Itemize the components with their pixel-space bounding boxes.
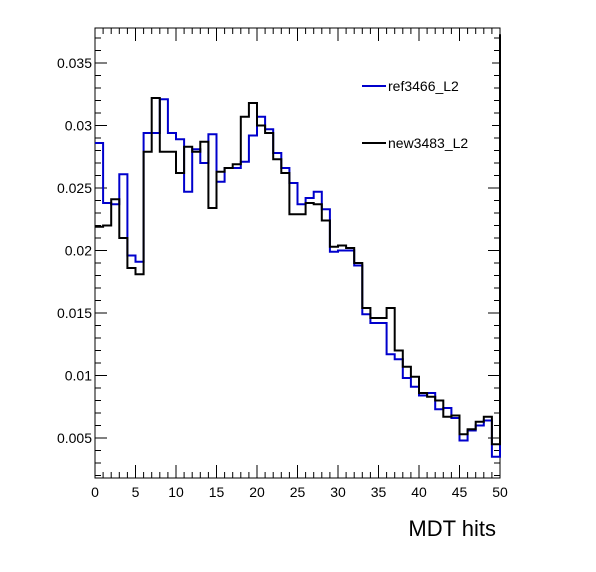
series-layer xyxy=(95,34,501,458)
x-tick-label: 0 xyxy=(91,484,99,500)
legend-label-ref: ref3466_L2 xyxy=(388,78,459,94)
x-tick-label: 5 xyxy=(132,484,140,500)
x-axis-title: MDT hits xyxy=(408,516,496,541)
legend: ref3466_L2 new3483_L2 xyxy=(356,60,492,168)
y-tick-label: 0.035 xyxy=(57,55,92,71)
tick-labels: 0 5 10 15 20 25 30 35 40 45 50 0.005 0.01 0.015 0.02 0.… xyxy=(57,55,508,500)
legend-box xyxy=(356,60,492,168)
x-tick-label: 45 xyxy=(452,484,468,500)
y-tick-label: 0.01 xyxy=(65,368,92,384)
y-tick-label: 0.03 xyxy=(65,118,92,134)
x-tick-label: 25 xyxy=(290,484,306,500)
series-line-ref xyxy=(95,49,501,458)
x-tick-label: 20 xyxy=(249,484,265,500)
x-tick-label: 35 xyxy=(371,484,387,500)
y-tick-label: 0.02 xyxy=(65,243,92,259)
y-tick-label: 0.005 xyxy=(57,430,92,446)
y-tick-label: 0.015 xyxy=(57,305,92,321)
series-line-new xyxy=(95,34,501,446)
x-tick-label: 15 xyxy=(209,484,225,500)
x-tick-label: 40 xyxy=(411,484,427,500)
legend-label-new: new3483_L2 xyxy=(388,135,468,151)
x-tick-label: 30 xyxy=(330,484,346,500)
x-tick-label: 10 xyxy=(168,484,184,500)
x-tick-label: 50 xyxy=(492,484,508,500)
y-tick-label: 0.025 xyxy=(57,180,92,196)
